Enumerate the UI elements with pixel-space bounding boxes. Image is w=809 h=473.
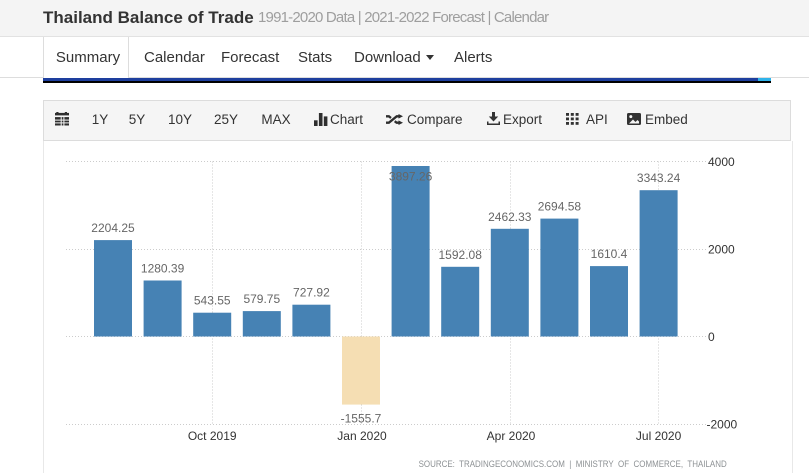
svg-text:2462.33: 2462.33 [488,210,532,224]
svg-text:2204.25: 2204.25 [91,221,135,235]
svg-text:0: 0 [708,330,715,344]
svg-text:-2000: -2000 [707,418,738,432]
svg-text:1610.4: 1610.4 [591,247,628,261]
svg-text:Jul 2020: Jul 2020 [636,429,682,443]
svg-text:Jan 2020: Jan 2020 [337,429,387,443]
svg-text:4000: 4000 [708,155,735,169]
svg-text:2694.58: 2694.58 [538,200,582,214]
svg-text:1592.08: 1592.08 [439,248,483,262]
svg-text:3897.26: 3897.26 [389,169,433,183]
svg-text:Apr 2020: Apr 2020 [487,429,536,443]
svg-text:543.55: 543.55 [194,294,231,308]
svg-text:-1555.7: -1555.7 [341,412,382,426]
svg-text:727.92: 727.92 [293,286,330,300]
svg-text:579.75: 579.75 [243,292,280,306]
svg-text:Oct 2019: Oct 2019 [188,429,237,443]
svg-text:2000: 2000 [708,243,735,257]
svg-text:3343.24: 3343.24 [637,171,681,185]
svg-text:1280.39: 1280.39 [141,262,185,276]
